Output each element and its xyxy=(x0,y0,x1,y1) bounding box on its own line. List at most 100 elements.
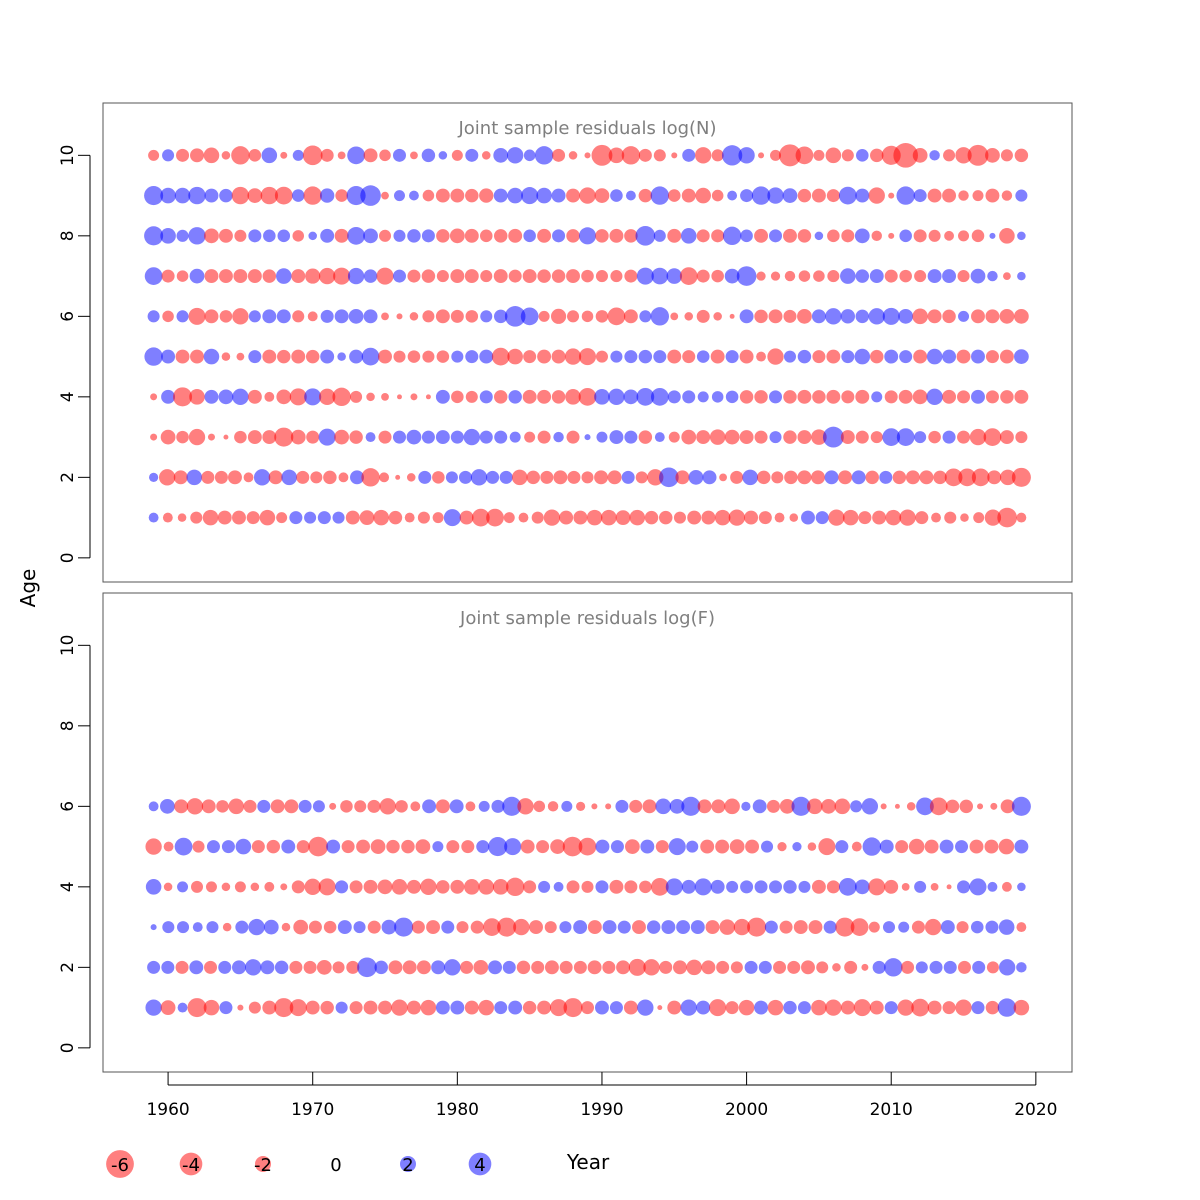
bubble xyxy=(1017,271,1026,281)
bubble xyxy=(605,803,612,810)
bubble xyxy=(711,799,726,814)
bubble xyxy=(243,472,254,483)
bubble xyxy=(898,308,914,324)
bubble xyxy=(701,960,716,975)
bubble xyxy=(435,799,450,814)
bubble xyxy=(696,430,711,445)
bubble xyxy=(243,799,257,813)
bubble xyxy=(391,879,408,895)
bubble xyxy=(478,800,490,812)
bubble xyxy=(248,1001,261,1014)
bubble xyxy=(770,271,781,281)
bubble xyxy=(838,470,853,485)
bubble xyxy=(1014,839,1029,854)
bubble xyxy=(739,390,754,404)
size-legend: -6 -4 -2 0 2 4 xyxy=(106,1150,492,1178)
bubble xyxy=(573,920,588,935)
bubble xyxy=(150,393,158,401)
bubble xyxy=(823,920,837,934)
bubble xyxy=(531,511,544,524)
bubble xyxy=(841,149,854,162)
bubble xyxy=(595,310,609,323)
bubble xyxy=(465,801,476,812)
bubble xyxy=(176,270,189,282)
bubble xyxy=(451,149,463,161)
bubble xyxy=(855,269,870,283)
bubble xyxy=(553,881,564,892)
bubble xyxy=(714,509,731,526)
bubble xyxy=(926,348,943,365)
bubble xyxy=(578,348,597,366)
bubble xyxy=(204,309,219,324)
panel-frame xyxy=(102,102,1073,583)
bubble xyxy=(728,509,746,526)
bubble xyxy=(395,800,408,813)
bubble xyxy=(205,881,217,893)
bubble xyxy=(813,149,825,161)
bubble xyxy=(450,430,464,444)
bubble xyxy=(289,388,307,406)
bubble xyxy=(621,146,641,165)
bubble xyxy=(744,960,758,974)
bubble xyxy=(913,229,927,243)
bubble xyxy=(608,147,625,164)
bubble xyxy=(747,917,767,937)
legend-bubble xyxy=(106,1150,134,1178)
bubble xyxy=(540,470,554,484)
bubble xyxy=(206,840,220,854)
bubble xyxy=(174,799,189,814)
bubble xyxy=(971,389,985,404)
bubble xyxy=(483,918,501,936)
bubble xyxy=(148,512,159,523)
bubble xyxy=(998,919,1015,935)
bubble xyxy=(274,427,294,447)
bubble xyxy=(987,881,998,892)
bubble xyxy=(482,151,491,160)
x-tick-label: 1970 xyxy=(291,1100,334,1120)
bubble xyxy=(733,918,751,936)
x-tick-label: 2010 xyxy=(870,1100,913,1120)
bubble xyxy=(360,185,381,206)
bubble xyxy=(302,145,323,166)
bubble xyxy=(967,144,989,166)
bubble xyxy=(276,512,288,524)
bubble xyxy=(774,512,785,523)
bubble xyxy=(443,509,461,527)
bubble xyxy=(931,512,941,523)
bubble xyxy=(812,350,826,364)
bubble xyxy=(332,961,345,974)
bubble xyxy=(719,473,727,482)
y-tick-label: 8 xyxy=(58,230,78,241)
bubble xyxy=(870,431,883,444)
bubble xyxy=(573,510,588,525)
bubble xyxy=(812,390,826,404)
bubble xyxy=(464,1000,479,1015)
bubble xyxy=(350,390,363,403)
bubble xyxy=(624,880,638,894)
bubble xyxy=(361,347,380,366)
bubble xyxy=(550,999,568,1017)
bubble xyxy=(609,430,624,445)
bubble xyxy=(218,389,234,405)
bubble xyxy=(332,511,345,524)
bubble xyxy=(616,960,631,975)
bubble xyxy=(444,959,461,976)
bubble xyxy=(391,999,408,1016)
bubble xyxy=(871,391,883,403)
bubble xyxy=(696,229,710,243)
bubble xyxy=(543,509,561,526)
bubble xyxy=(681,879,696,894)
bubble xyxy=(145,879,162,895)
bubble xyxy=(261,147,278,164)
bubble xyxy=(406,879,421,894)
bubble xyxy=(681,188,696,203)
bubble xyxy=(537,1000,552,1015)
bubble xyxy=(879,839,894,854)
bubble xyxy=(377,879,393,895)
bubble xyxy=(956,349,971,364)
bubble xyxy=(676,920,691,935)
bubble xyxy=(478,879,495,895)
bubble xyxy=(363,228,378,244)
bubble xyxy=(493,229,508,243)
